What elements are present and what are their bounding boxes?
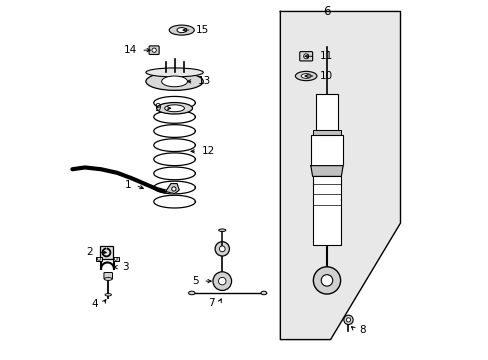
Text: 8: 8 — [359, 325, 365, 334]
Bar — [112, 257, 119, 261]
Circle shape — [303, 54, 308, 59]
Ellipse shape — [218, 229, 225, 231]
Text: 10: 10 — [319, 71, 332, 81]
Bar — [316, 94, 337, 130]
FancyBboxPatch shape — [299, 51, 312, 61]
Circle shape — [97, 257, 100, 260]
Ellipse shape — [164, 105, 184, 112]
Circle shape — [171, 187, 176, 191]
Ellipse shape — [162, 76, 187, 87]
Circle shape — [321, 275, 332, 286]
Circle shape — [219, 246, 224, 252]
Bar — [312, 130, 341, 135]
Circle shape — [346, 318, 350, 322]
Text: 11: 11 — [319, 51, 332, 61]
Bar — [96, 257, 102, 261]
Circle shape — [152, 48, 156, 52]
Ellipse shape — [261, 291, 266, 295]
Text: 14: 14 — [123, 45, 137, 55]
Text: 7: 7 — [208, 298, 215, 308]
Bar — [310, 135, 343, 166]
Polygon shape — [165, 184, 179, 194]
Circle shape — [212, 272, 231, 291]
Text: 3: 3 — [122, 262, 129, 272]
Text: 12: 12 — [201, 146, 214, 156]
FancyBboxPatch shape — [100, 246, 113, 259]
Circle shape — [313, 267, 340, 294]
Polygon shape — [310, 166, 343, 176]
Ellipse shape — [156, 103, 192, 114]
Text: 2: 2 — [86, 247, 93, 257]
Text: 5: 5 — [192, 276, 199, 286]
Ellipse shape — [295, 71, 316, 81]
Ellipse shape — [177, 28, 186, 33]
Text: 4: 4 — [92, 299, 99, 309]
Text: 9: 9 — [154, 103, 160, 113]
FancyBboxPatch shape — [149, 46, 159, 54]
FancyBboxPatch shape — [104, 273, 112, 279]
Text: 6: 6 — [323, 5, 330, 18]
Ellipse shape — [104, 278, 112, 280]
Circle shape — [114, 257, 117, 260]
Bar — [312, 176, 341, 244]
Ellipse shape — [169, 25, 194, 35]
Text: 13: 13 — [198, 76, 211, 86]
Ellipse shape — [145, 72, 203, 90]
Polygon shape — [280, 12, 400, 339]
Ellipse shape — [301, 74, 310, 78]
Ellipse shape — [145, 68, 203, 77]
Ellipse shape — [188, 291, 195, 295]
Ellipse shape — [105, 293, 111, 296]
Circle shape — [343, 315, 352, 324]
Circle shape — [215, 242, 229, 256]
Text: 15: 15 — [195, 25, 208, 35]
Circle shape — [218, 278, 225, 285]
Text: 1: 1 — [124, 180, 131, 190]
